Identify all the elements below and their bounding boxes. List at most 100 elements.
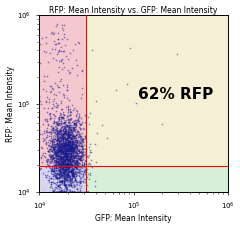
Point <box>64 177 68 181</box>
Point <box>83 134 87 138</box>
Point <box>62 113 66 117</box>
Point <box>59 119 63 123</box>
Point <box>55 83 59 87</box>
Point <box>59 186 63 190</box>
Point <box>66 140 70 144</box>
Point <box>69 142 73 145</box>
Point <box>68 165 72 169</box>
Point <box>100 123 104 126</box>
Point <box>56 153 60 156</box>
Point <box>49 176 53 180</box>
Point <box>69 144 72 148</box>
Point <box>84 170 88 174</box>
Point <box>78 127 82 131</box>
Point <box>58 140 62 144</box>
Point <box>43 155 47 159</box>
Point <box>64 169 67 172</box>
Point <box>59 144 62 148</box>
Point <box>56 190 60 194</box>
Point <box>71 173 74 177</box>
Point <box>72 155 76 158</box>
Point <box>54 158 58 162</box>
Point <box>56 85 60 88</box>
Point <box>74 178 78 182</box>
Point <box>55 148 59 152</box>
Point <box>54 152 58 155</box>
Point <box>53 134 57 137</box>
Point <box>70 144 74 147</box>
Point <box>55 175 59 179</box>
Point <box>50 149 54 152</box>
Point <box>58 189 62 192</box>
Point <box>83 150 87 154</box>
Point <box>69 146 73 150</box>
Point <box>79 144 83 147</box>
Point <box>70 139 74 142</box>
Point <box>59 149 63 153</box>
Point <box>64 124 68 127</box>
Point <box>58 149 61 153</box>
Point <box>49 147 53 151</box>
Point <box>58 132 62 136</box>
Point <box>64 139 67 142</box>
Point <box>63 167 66 171</box>
Point <box>61 163 65 166</box>
Point <box>67 165 71 169</box>
Point <box>55 150 59 154</box>
Point <box>63 159 67 162</box>
Point <box>58 155 61 158</box>
Point <box>66 173 70 176</box>
Point <box>72 182 76 186</box>
Point <box>59 136 63 139</box>
Point <box>79 127 83 130</box>
Point <box>45 129 49 132</box>
Point <box>59 139 62 143</box>
Point <box>68 155 72 159</box>
Point <box>72 152 76 156</box>
Point <box>78 165 82 169</box>
Point <box>52 165 56 169</box>
Point <box>68 137 72 140</box>
Point <box>56 173 60 176</box>
Point <box>54 174 58 178</box>
Point <box>68 162 72 166</box>
Point <box>63 164 66 168</box>
Point <box>69 151 73 155</box>
Point <box>64 153 68 156</box>
Point <box>58 170 62 174</box>
Point <box>70 176 74 179</box>
Point <box>68 149 72 153</box>
Point <box>46 158 50 162</box>
Point <box>59 133 63 137</box>
Point <box>63 148 67 152</box>
Point <box>54 139 58 143</box>
Point <box>59 147 62 151</box>
Point <box>76 190 80 194</box>
Point <box>61 166 65 169</box>
Point <box>65 141 68 145</box>
Point <box>72 163 75 167</box>
Point <box>65 174 69 177</box>
Point <box>55 177 59 180</box>
Point <box>48 155 52 159</box>
Point <box>57 168 61 171</box>
Point <box>72 160 75 164</box>
Point <box>66 146 70 149</box>
Point <box>55 153 59 157</box>
Point <box>73 138 77 142</box>
Point <box>78 151 81 155</box>
Point <box>63 175 66 179</box>
Point <box>66 177 69 181</box>
Point <box>57 133 60 136</box>
Point <box>62 182 66 185</box>
Point <box>72 147 76 150</box>
Point <box>64 137 68 141</box>
Point <box>81 190 85 194</box>
Point <box>66 132 70 136</box>
Point <box>66 138 70 141</box>
Point <box>59 162 63 166</box>
Point <box>62 65 66 68</box>
Point <box>54 131 57 135</box>
Point <box>61 157 65 161</box>
Point <box>70 163 73 166</box>
